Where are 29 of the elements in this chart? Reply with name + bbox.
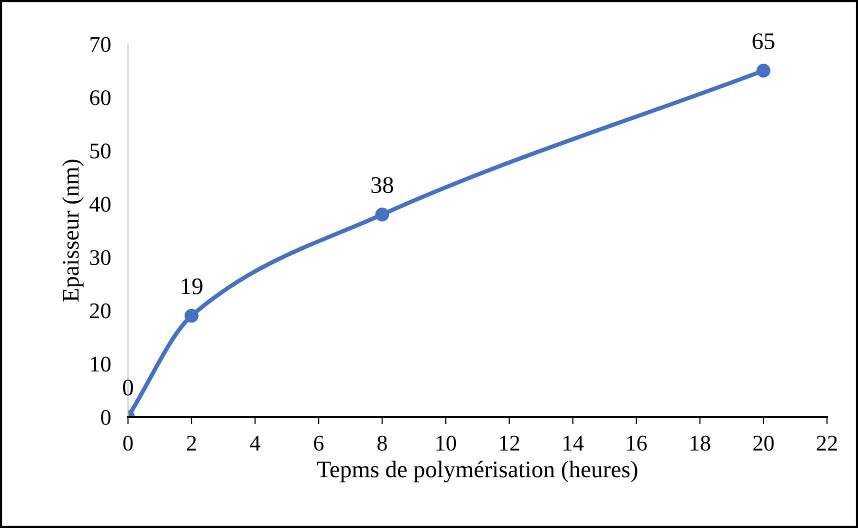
y-tick-label: 10 — [91, 356, 110, 372]
x-tick-label: 10 — [436, 436, 456, 451]
data-label: 0 — [122, 380, 134, 396]
x-tick-label: 0 — [123, 436, 133, 451]
y-tick-label: 0 — [101, 410, 110, 425]
data-label: 19 — [182, 278, 202, 294]
x-tick-label: 4 — [250, 436, 260, 450]
x-tick-label: 22 — [816, 436, 837, 450]
y-tick-label: 50 — [90, 144, 110, 158]
x-tick-label: 6 — [314, 436, 324, 451]
y-tick-label: 20 — [90, 303, 110, 318]
y-tick-label: 40 — [90, 196, 110, 212]
y-tick-label: 30 — [90, 250, 110, 266]
point — [375, 208, 390, 222]
y-tick-label: 70 — [90, 36, 110, 52]
x-tick-label: 8 — [377, 436, 387, 451]
x-tick-label: 18 — [690, 436, 710, 451]
x-tick-label: 2 — [186, 436, 196, 450]
x-tick-label: 20 — [753, 436, 774, 451]
x-tick-label: 16 — [627, 436, 647, 451]
data-label: 38 — [372, 177, 394, 194]
point — [756, 64, 770, 78]
point — [184, 308, 198, 323]
x-axis-title: Tepms de polymérisation (heures) — [317, 460, 638, 482]
y-axis-title: Epaisseur (nm) — [62, 160, 84, 302]
data-label: 65 — [752, 33, 774, 50]
x-tick-label: 14 — [564, 436, 584, 450]
x-tick-label: 12 — [500, 436, 520, 450]
y-tick-label: 60 — [90, 90, 110, 106]
